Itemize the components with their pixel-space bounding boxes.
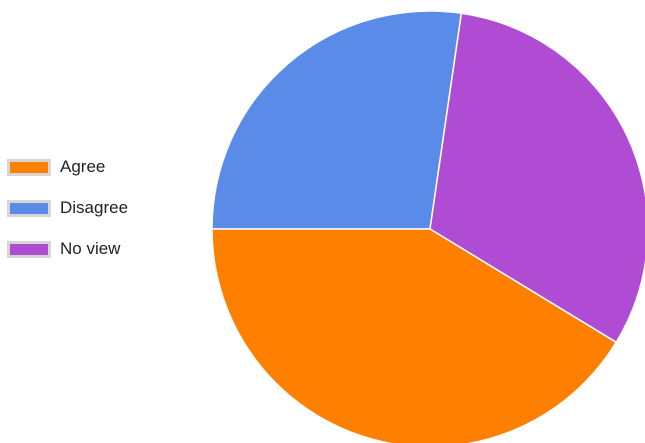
chart-legend: Agree Disagree No view	[7, 157, 128, 280]
pie-slice-no-view	[429, 12, 645, 344]
legend-swatch-no-view	[7, 240, 51, 258]
legend-label-disagree: Disagree	[60, 198, 129, 217]
legend-swatch-agree	[7, 158, 51, 176]
legend-label-agree: Agree	[60, 157, 106, 176]
legend-item-disagree: Disagree	[7, 198, 128, 218]
legend-swatch-disagree	[7, 199, 51, 217]
legend-item-no-view: No view	[7, 239, 128, 259]
legend-label-no-view: No view	[60, 239, 121, 258]
pie-slice-agree	[211, 228, 617, 443]
pie-slice-disagree	[211, 10, 463, 230]
legend-item-agree: Agree	[7, 157, 128, 177]
